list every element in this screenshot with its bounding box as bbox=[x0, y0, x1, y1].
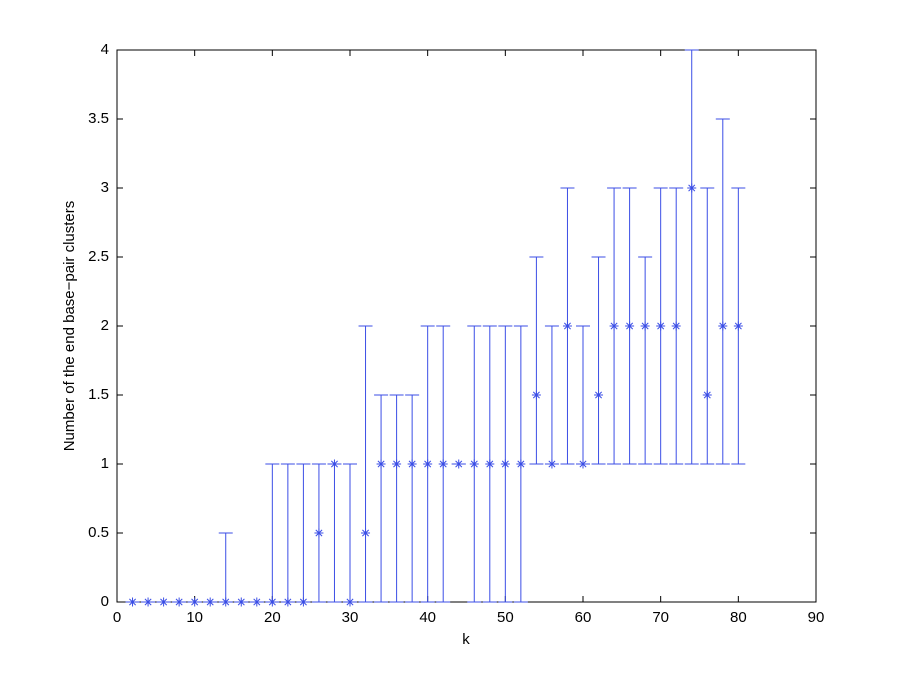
marker bbox=[128, 597, 138, 607]
marker bbox=[562, 321, 572, 331]
x-tick-label: 90 bbox=[808, 609, 825, 626]
marker bbox=[469, 459, 479, 469]
marker bbox=[252, 597, 262, 607]
y-tick-label: 0 bbox=[101, 593, 109, 610]
y-tick-label: 4 bbox=[101, 41, 109, 58]
x-tick-label: 0 bbox=[113, 609, 121, 626]
marker bbox=[531, 390, 541, 400]
marker bbox=[267, 597, 277, 607]
marker bbox=[687, 183, 697, 193]
marker bbox=[594, 390, 604, 400]
y-axis-label: Number of the end base−pair clusters bbox=[61, 201, 78, 452]
y-tick-label: 3.5 bbox=[88, 110, 109, 127]
y-tick-label: 3 bbox=[101, 179, 109, 196]
marker bbox=[407, 459, 417, 469]
x-tick-label: 50 bbox=[497, 609, 514, 626]
marker bbox=[625, 321, 635, 331]
marker bbox=[376, 459, 386, 469]
x-tick-label: 20 bbox=[264, 609, 281, 626]
marker bbox=[190, 597, 200, 607]
marker bbox=[143, 597, 153, 607]
marker bbox=[640, 321, 650, 331]
marker bbox=[578, 459, 588, 469]
x-tick-label: 70 bbox=[652, 609, 669, 626]
x-tick-label: 30 bbox=[342, 609, 359, 626]
marker bbox=[345, 597, 355, 607]
marker bbox=[671, 321, 681, 331]
y-tick-label: 2 bbox=[101, 317, 109, 334]
x-tick-label: 60 bbox=[575, 609, 592, 626]
marker bbox=[174, 597, 184, 607]
x-tick-label: 40 bbox=[419, 609, 436, 626]
x-tick-label: 80 bbox=[730, 609, 747, 626]
plot-frame bbox=[116, 49, 817, 603]
marker bbox=[454, 459, 464, 469]
marker bbox=[236, 597, 246, 607]
marker bbox=[733, 321, 743, 331]
marker bbox=[221, 597, 231, 607]
marker bbox=[329, 459, 339, 469]
marker bbox=[283, 597, 293, 607]
marker bbox=[392, 459, 402, 469]
marker bbox=[500, 459, 510, 469]
marker bbox=[547, 459, 557, 469]
y-tick-label: 1.5 bbox=[88, 386, 109, 403]
marker bbox=[656, 321, 666, 331]
marker bbox=[702, 390, 712, 400]
marker bbox=[205, 597, 215, 607]
x-tick-label: 10 bbox=[186, 609, 203, 626]
marker bbox=[609, 321, 619, 331]
marker bbox=[361, 528, 371, 538]
marker bbox=[516, 459, 526, 469]
marker bbox=[485, 459, 495, 469]
marker bbox=[298, 597, 308, 607]
marker bbox=[423, 459, 433, 469]
y-tick-label: 2.5 bbox=[88, 248, 109, 265]
marker bbox=[159, 597, 169, 607]
x-axis-label: k bbox=[462, 631, 470, 648]
marker bbox=[438, 459, 448, 469]
y-tick-label: 0.5 bbox=[88, 524, 109, 541]
y-tick-label: 1 bbox=[101, 455, 109, 472]
marker bbox=[718, 321, 728, 331]
marker bbox=[314, 528, 324, 538]
